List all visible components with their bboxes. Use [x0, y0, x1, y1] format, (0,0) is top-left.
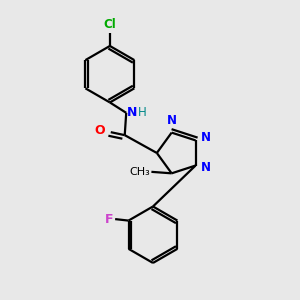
Text: Cl: Cl	[103, 17, 116, 31]
Text: H: H	[137, 106, 146, 119]
Text: N: N	[201, 131, 211, 144]
Text: N: N	[201, 160, 211, 173]
Text: F: F	[105, 213, 114, 226]
Text: CH₃: CH₃	[129, 167, 150, 177]
Text: O: O	[94, 124, 105, 137]
Text: N: N	[167, 114, 177, 127]
Text: N: N	[127, 106, 137, 119]
